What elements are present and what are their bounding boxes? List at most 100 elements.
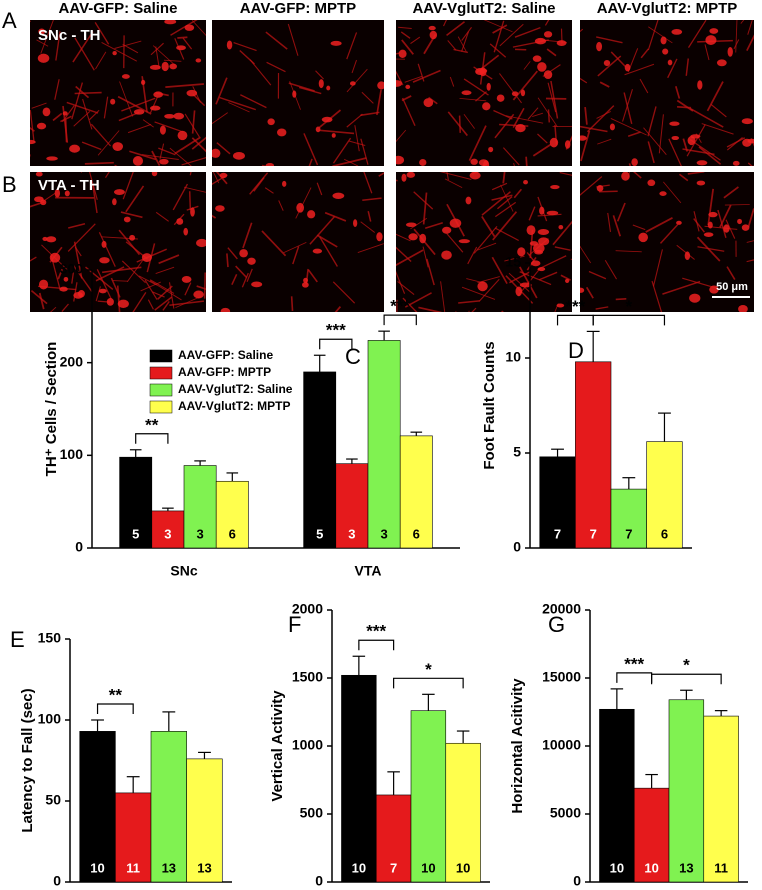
fiber bbox=[663, 181, 682, 204]
cell-body bbox=[556, 40, 567, 47]
cell-body bbox=[46, 156, 58, 161]
cell-body bbox=[659, 191, 667, 196]
cell-body bbox=[64, 190, 70, 197]
y-tick-label: 20000 bbox=[542, 601, 581, 617]
fiber bbox=[615, 250, 642, 253]
legend-label: AAV-GFP: Saline bbox=[178, 348, 273, 362]
fiber bbox=[112, 280, 128, 282]
cell-body bbox=[326, 85, 331, 91]
fiber bbox=[514, 26, 541, 38]
cell-body bbox=[141, 79, 146, 85]
fiber bbox=[422, 192, 428, 225]
cell-body bbox=[523, 180, 528, 185]
significance-bracket bbox=[616, 672, 653, 683]
y-tick-label: 150 bbox=[38, 630, 62, 646]
fiber bbox=[316, 182, 323, 196]
fiber bbox=[155, 211, 169, 222]
fiber bbox=[504, 255, 525, 262]
y-tick-label: 15000 bbox=[542, 669, 581, 685]
bar bbox=[150, 731, 187, 883]
fiber bbox=[586, 105, 615, 133]
fiber bbox=[559, 172, 572, 176]
fiber bbox=[54, 79, 60, 100]
fiber bbox=[191, 110, 196, 134]
fiber bbox=[332, 281, 356, 304]
cell-body bbox=[69, 144, 81, 153]
fiber bbox=[72, 31, 94, 63]
fiber bbox=[30, 289, 48, 305]
fiber bbox=[675, 86, 681, 99]
fiber bbox=[707, 188, 715, 226]
micrograph bbox=[30, 20, 206, 166]
fiber bbox=[61, 303, 69, 312]
cell-body bbox=[423, 98, 434, 108]
fiber bbox=[492, 211, 518, 241]
fiber bbox=[468, 125, 487, 161]
n-label: 3 bbox=[348, 526, 355, 541]
fiber bbox=[580, 130, 591, 162]
y-tick-label: 300 bbox=[60, 261, 84, 277]
cell-body bbox=[470, 158, 478, 165]
bar bbox=[410, 710, 447, 883]
fiber bbox=[580, 125, 608, 133]
cell-body bbox=[113, 189, 125, 196]
fiber bbox=[67, 223, 96, 252]
n-label: 11 bbox=[714, 860, 728, 875]
cell-body bbox=[186, 89, 198, 97]
fiber bbox=[184, 113, 200, 138]
fiber bbox=[463, 113, 475, 129]
fiber bbox=[723, 186, 739, 199]
fiber bbox=[525, 156, 528, 166]
fiber bbox=[240, 94, 267, 109]
cell-body bbox=[482, 102, 491, 111]
fiber bbox=[360, 111, 380, 117]
fiber bbox=[580, 77, 588, 84]
fiber bbox=[360, 138, 369, 165]
cell-body bbox=[406, 172, 416, 178]
bar bbox=[151, 510, 185, 549]
fiber bbox=[188, 191, 192, 211]
fiber bbox=[544, 20, 550, 26]
fiber bbox=[81, 141, 102, 151]
cell-body bbox=[520, 89, 526, 97]
fiber bbox=[169, 147, 192, 166]
cell-body bbox=[277, 128, 287, 137]
micrograph-texture bbox=[212, 172, 384, 312]
fiber bbox=[156, 285, 173, 300]
fiber bbox=[550, 80, 559, 119]
cell-body bbox=[99, 257, 110, 264]
significance-label: *** bbox=[366, 622, 386, 641]
fiber bbox=[624, 63, 655, 76]
micrograph bbox=[212, 20, 384, 166]
fiber bbox=[396, 233, 411, 242]
cell-body bbox=[667, 59, 673, 66]
fiber bbox=[122, 43, 139, 54]
fiber bbox=[183, 186, 206, 193]
fiber bbox=[354, 125, 360, 152]
fiber bbox=[127, 123, 152, 134]
fiber bbox=[89, 109, 100, 121]
fiber bbox=[615, 298, 627, 301]
cell-body bbox=[596, 185, 604, 192]
fiber bbox=[343, 158, 359, 166]
n-label: 10 bbox=[610, 860, 624, 875]
fiber bbox=[463, 78, 489, 96]
fiber bbox=[717, 209, 727, 239]
fiber bbox=[640, 48, 649, 59]
fiber bbox=[361, 91, 374, 104]
fiber bbox=[481, 215, 496, 237]
fiber bbox=[132, 292, 147, 312]
fiber bbox=[114, 40, 142, 49]
fiber bbox=[491, 182, 508, 191]
fiber bbox=[216, 142, 231, 155]
fiber bbox=[523, 61, 531, 70]
cell-body bbox=[458, 239, 471, 244]
fiber bbox=[95, 286, 101, 302]
fiber bbox=[122, 172, 134, 200]
fiber bbox=[215, 172, 228, 185]
fiber bbox=[159, 143, 165, 160]
fiber bbox=[241, 272, 249, 288]
legend-swatch bbox=[149, 349, 173, 363]
fiber bbox=[120, 211, 143, 219]
cell-body bbox=[219, 172, 228, 179]
